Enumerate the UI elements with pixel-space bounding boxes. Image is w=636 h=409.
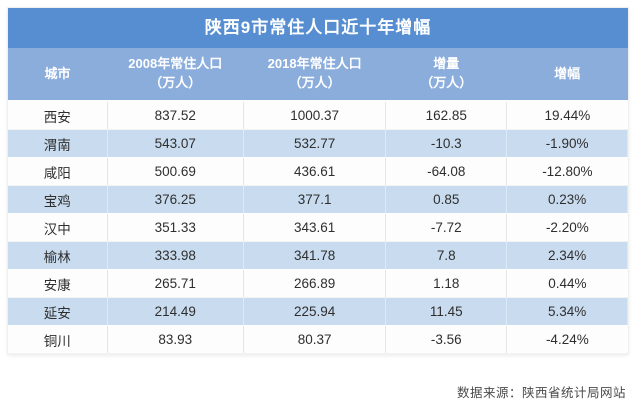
table-row: 汉中 351.33 343.61 -7.72 -2.20%	[8, 213, 628, 242]
value-cell: 543.07	[107, 129, 244, 158]
value-cell: 333.98	[107, 241, 244, 270]
value-cell: 0.23%	[506, 185, 628, 214]
value-cell: 376.25	[107, 185, 244, 214]
value-cell: 5.34%	[506, 297, 628, 326]
data-source-note: 数据来源：陕西省统计局网站	[456, 386, 626, 400]
value-cell: 0.44%	[506, 269, 628, 298]
table-row: 铜川 83.93 80.37 -3.56 -4.24%	[8, 325, 628, 354]
column-header: 增量 （万人）	[385, 48, 507, 102]
city-cell: 榆林	[8, 241, 108, 270]
population-table-panel: 陕西9市常住人口近十年增幅 城市 2008年常住人口 （万人） 2018年常住人口 （万…	[8, 8, 628, 354]
value-cell: 377.1	[243, 185, 387, 214]
value-cell: 532.77	[243, 129, 387, 158]
city-cell: 咸阳	[8, 157, 108, 186]
value-cell: 1000.37	[243, 101, 387, 130]
table-row: 宝鸡 376.25 377.1 0.85 0.23%	[8, 185, 628, 214]
value-cell: 214.49	[107, 297, 244, 326]
city-cell: 延安	[8, 297, 108, 326]
city-cell: 宝鸡	[8, 185, 108, 214]
value-cell: 7.8	[385, 241, 508, 270]
value-cell: 11.45	[385, 297, 508, 326]
value-cell: -7.72	[385, 213, 508, 242]
population-table: 城市 2008年常住人口 （万人） 2018年常住人口 （万人） 增量 （万人） 增幅 西安 8…	[8, 48, 628, 354]
value-cell: -3.56	[385, 325, 508, 354]
column-header: 2018年常住人口 （万人）	[243, 48, 386, 102]
value-cell: 341.78	[243, 241, 387, 270]
value-cell: 19.44%	[506, 101, 628, 130]
value-cell: 500.69	[107, 157, 244, 186]
header-row: 城市 2008年常住人口 （万人） 2018年常住人口 （万人） 增量 （万人） 增幅	[8, 48, 628, 102]
table-header: 城市 2008年常住人口 （万人） 2018年常住人口 （万人） 增量 （万人） 增幅	[8, 48, 628, 102]
value-cell: 225.94	[243, 297, 387, 326]
city-cell: 铜川	[8, 325, 108, 354]
table-row: 咸阳 500.69 436.61 -64.08 -12.80%	[8, 157, 628, 186]
value-cell: -1.90%	[506, 129, 628, 158]
city-cell: 渭南	[8, 129, 108, 158]
value-cell: 1.18	[385, 269, 508, 298]
value-cell: -64.08	[385, 157, 508, 186]
value-cell: 265.71	[107, 269, 244, 298]
value-cell: -2.20%	[506, 213, 628, 242]
table-row: 渭南 543.07 532.77 -10.3 -1.90%	[8, 129, 628, 158]
value-cell: 436.61	[243, 157, 387, 186]
value-cell: 343.61	[243, 213, 387, 242]
value-cell: 837.52	[107, 101, 244, 130]
table-row: 安康 265.71 266.89 1.18 0.44%	[8, 269, 628, 298]
value-cell: 2.34%	[506, 241, 628, 270]
city-cell: 西安	[8, 101, 108, 130]
value-cell: 266.89	[243, 269, 387, 298]
column-header: 城市	[8, 48, 108, 102]
value-cell: 0.85	[385, 185, 508, 214]
column-header: 增幅	[506, 48, 628, 102]
table-row: 西安 837.52 1000.37 162.85 19.44%	[8, 101, 628, 130]
city-cell: 汉中	[8, 213, 108, 242]
city-cell: 安康	[8, 269, 108, 298]
value-cell: -10.3	[385, 129, 508, 158]
value-cell: -12.80%	[506, 157, 628, 186]
value-cell: 351.33	[107, 213, 244, 242]
table-body: 西安 837.52 1000.37 162.85 19.44% 渭南 543.07 532.7…	[8, 101, 628, 354]
column-header: 2008年常住人口 （万人）	[107, 48, 244, 102]
value-cell: 80.37	[243, 325, 387, 354]
table-title: 陕西9市常住人口近十年增幅	[8, 8, 628, 48]
value-cell: 83.93	[107, 325, 244, 354]
table-row: 榆林 333.98 341.78 7.8 2.34%	[8, 241, 628, 270]
value-cell: -4.24%	[506, 325, 628, 354]
value-cell: 162.85	[385, 101, 508, 130]
table-row: 延安 214.49 225.94 11.45 5.34%	[8, 297, 628, 326]
